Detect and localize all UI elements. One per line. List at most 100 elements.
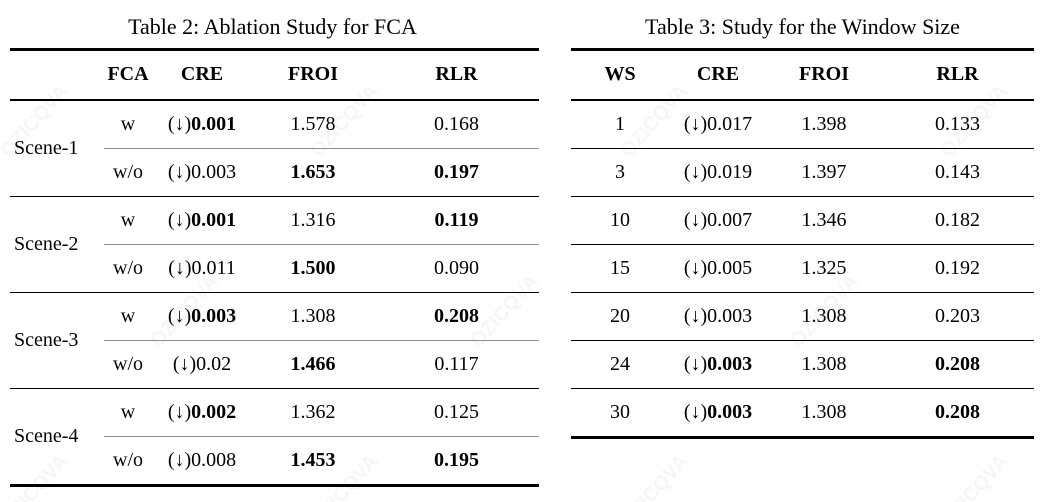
- froi-cell: 1.653: [252, 148, 374, 197]
- rlr-cell: 0.133: [935, 112, 980, 135]
- cre-cell: (↓)0.001: [152, 196, 252, 245]
- down-arrow-icon: (↓): [167, 208, 192, 231]
- scene-label: Scene-4: [14, 424, 79, 447]
- table3-caption: Table 3: Study for the Window Size: [645, 14, 960, 39]
- table-row: w/o (↓)0.008 1.453 0.195: [10, 436, 539, 485]
- cre-value: 0.02: [196, 352, 232, 375]
- froi-cell: 1.578: [252, 99, 374, 149]
- fca-flag-cell: w/o: [113, 448, 143, 471]
- watermark-text: OZICQVA: [616, 450, 693, 502]
- down-arrow-icon: (↓): [683, 352, 708, 375]
- froi-cell: 1.346: [801, 208, 847, 231]
- table-row: 10 (↓)0.007 1.346 0.182: [571, 196, 1034, 244]
- rlr-cell: 0.208: [374, 292, 539, 341]
- cre-cell: (↓)0.007: [669, 196, 767, 244]
- cre-cell: (↓)0.003: [152, 148, 252, 197]
- cre-value: 0.017: [707, 112, 753, 135]
- down-arrow-icon: (↓): [168, 256, 192, 279]
- table-row: Scene-2 w (↓)0.001 1.316 0.119: [10, 196, 539, 293]
- down-arrow-icon: (↓): [167, 304, 192, 327]
- fca-flag-cell: w: [104, 196, 152, 245]
- scene-label: Scene-2: [10, 196, 104, 293]
- rlr-cell: 0.203: [935, 304, 980, 327]
- down-arrow-icon: (↓): [683, 256, 708, 279]
- down-arrow-icon: (↓): [683, 400, 708, 423]
- cre-cell: (↓)0.008: [152, 436, 252, 485]
- froi-cell: 1.325: [801, 256, 847, 279]
- table2-caption: Table 2: Ablation Study for FCA: [128, 14, 417, 39]
- froi-cell: 1.466: [252, 340, 374, 389]
- cre-cell: (↓)0.003: [669, 388, 767, 437]
- ws-cell: 15: [610, 256, 630, 279]
- table-row: 30 (↓)0.003 1.308 0.208: [571, 388, 1034, 437]
- watermark-text: OZICQVA: [936, 450, 1013, 502]
- rlr-column-header: RLR: [881, 49, 1034, 101]
- cre-value: 0.002: [191, 400, 237, 423]
- rlr-cell: 0.208: [935, 400, 980, 423]
- scene-label: Scene-3: [10, 292, 104, 389]
- down-arrow-icon: (↓): [167, 448, 192, 471]
- froi-column-header: FROI: [767, 49, 881, 101]
- fca-flag-cell: w: [104, 388, 152, 437]
- cre-value: 0.001: [191, 112, 237, 135]
- froi-cell: 1.308: [252, 292, 374, 341]
- down-arrow-icon: (↓): [172, 352, 197, 375]
- froi-cell: 1.453: [290, 448, 336, 471]
- froi-cell: 1.308: [801, 352, 847, 375]
- rlr-cell: 0.197: [374, 148, 539, 197]
- scene-column-header: [10, 49, 104, 101]
- froi-cell: 1.362: [252, 388, 374, 437]
- cre-cell: (↓)0.011: [152, 244, 252, 293]
- table-row: w/o (↓)0.003 1.653 0.197: [10, 148, 539, 197]
- froi-cell: 1.308: [801, 400, 847, 423]
- table-row: Scene-4 w (↓)0.002 1.362 0.125: [10, 388, 539, 447]
- down-arrow-icon: (↓): [683, 160, 708, 183]
- table-row: 15 (↓)0.005 1.325 0.192: [571, 244, 1034, 292]
- cre-value: 0.003: [707, 400, 753, 423]
- ws-cell: 10: [610, 208, 630, 231]
- cre-column-header: CRE: [152, 49, 252, 101]
- cre-value: 0.003: [707, 304, 753, 327]
- table-row: 20 (↓)0.003 1.308 0.203: [571, 292, 1034, 340]
- cre-value: 0.008: [191, 448, 237, 471]
- table3-section: Table 3: Study for the Window Size WS CR…: [571, 8, 1034, 439]
- table-row: 3 (↓)0.019 1.397 0.143: [571, 148, 1034, 196]
- table-row: Scene-3 w (↓)0.003 1.308 0.208: [10, 292, 539, 389]
- down-arrow-icon: (↓): [683, 304, 708, 327]
- froi-cell: 1.500: [252, 244, 374, 293]
- rlr-cell: 0.195: [434, 448, 479, 471]
- cre-value: 0.003: [191, 304, 237, 327]
- cre-cell: (↓)0.005: [669, 244, 767, 292]
- ws-cell: 3: [615, 160, 625, 183]
- cre-value: 0.005: [707, 256, 753, 279]
- fca-flag-cell: w/o: [104, 148, 152, 197]
- table3-header-row: WS CRE FROI RLR: [571, 49, 1034, 101]
- cre-cell: (↓)0.019: [669, 148, 767, 196]
- table2-header-row: FCA CRE FROI RLR: [10, 49, 539, 101]
- ws-cell: 20: [610, 304, 630, 327]
- down-arrow-icon: (↓): [683, 112, 708, 135]
- fca-flag-cell: w: [104, 292, 152, 341]
- cre-cell: (↓)0.002: [152, 388, 252, 437]
- ws-column-header: WS: [571, 49, 669, 101]
- rlr-cell: 0.192: [935, 256, 980, 279]
- rlr-cell: 0.208: [935, 352, 980, 375]
- rlr-cell: 0.117: [374, 340, 539, 389]
- fca-flag-cell: w/o: [104, 244, 152, 293]
- ws-cell: 1: [615, 112, 625, 135]
- table-row: 24 (↓)0.003 1.308 0.208: [571, 340, 1034, 388]
- cre-cell: (↓)0.003: [669, 340, 767, 388]
- froi-cell: 1.398: [801, 112, 847, 135]
- ws-cell: 30: [610, 400, 630, 423]
- table-row: Scene-1 w (↓)0.001 1.578 0.168: [10, 99, 539, 197]
- froi-cell: 1.316: [252, 196, 374, 245]
- cre-cell: (↓)0.001: [152, 99, 252, 149]
- down-arrow-icon: (↓): [683, 208, 708, 231]
- down-arrow-icon: (↓): [167, 400, 192, 423]
- rlr-cell: 0.125: [374, 388, 539, 437]
- fca-flag-cell: w: [104, 99, 152, 149]
- rlr-column-header: RLR: [374, 49, 539, 101]
- cre-cell: (↓)0.017: [669, 100, 767, 149]
- rlr-cell: 0.182: [935, 208, 980, 231]
